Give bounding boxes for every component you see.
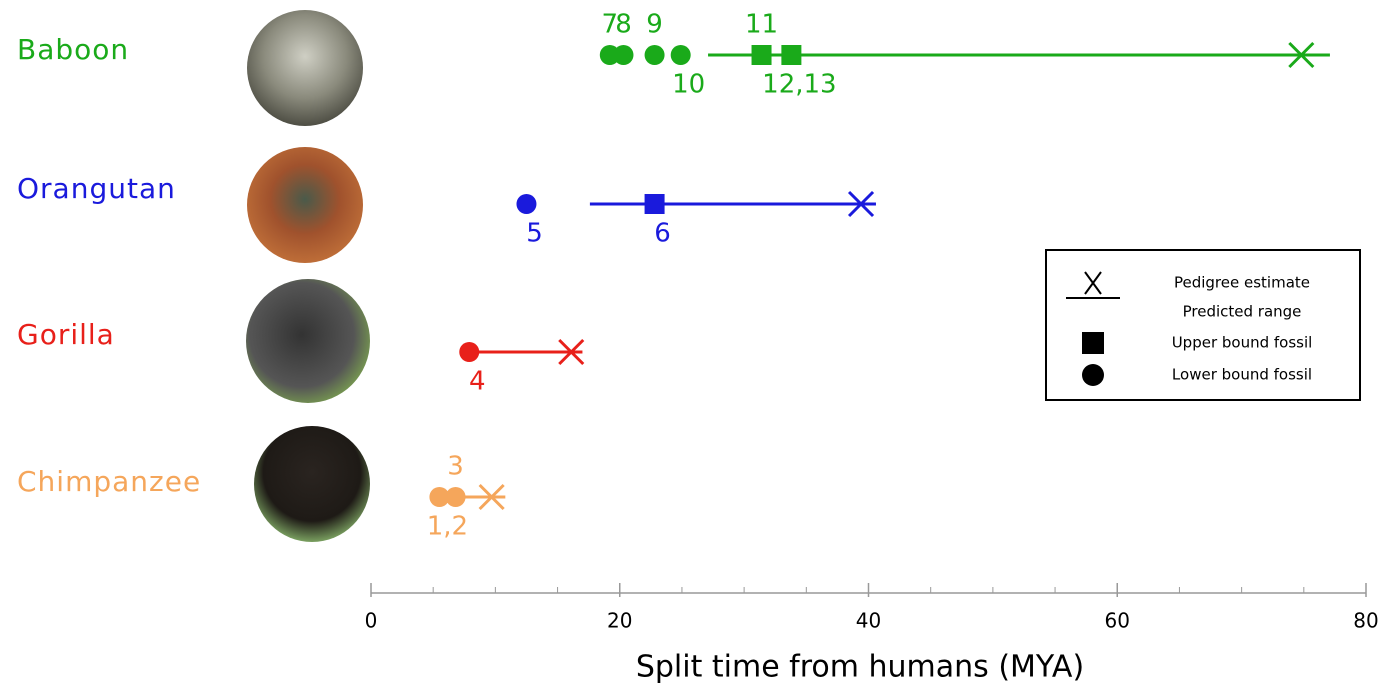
species-label: Orangutan	[17, 172, 176, 205]
species-label: Chimpanzee	[17, 465, 201, 498]
lower-bound-fossil	[645, 45, 665, 65]
fossil-label: 4	[469, 367, 486, 397]
fossil-label: 9	[646, 10, 663, 40]
legend-symbol	[1082, 332, 1104, 354]
x-tick-label: 60	[1105, 609, 1130, 633]
legend-symbol	[1082, 364, 1104, 386]
x-tick-label: 0	[365, 609, 378, 633]
fossil-label: 1,2	[427, 512, 468, 542]
baboon-photo	[247, 10, 363, 126]
species-label: Gorilla	[17, 318, 115, 351]
legend-label: Predicted range	[1183, 303, 1302, 321]
chimpanzee-photo	[254, 426, 370, 542]
fossil-label: 8	[615, 10, 632, 40]
legend-label: Upper bound fossil	[1172, 334, 1313, 352]
x-tick-label: 20	[607, 609, 632, 633]
fossil-label: 5	[526, 219, 543, 249]
fossil-label: 12,13	[762, 70, 836, 100]
fossil-label: 6	[654, 219, 671, 249]
gorilla-photo	[246, 279, 370, 403]
photos	[246, 10, 370, 542]
lower-bound-fossil	[516, 194, 536, 214]
x-tick-label: 80	[1353, 609, 1378, 633]
species-label: Baboon	[17, 33, 129, 66]
lower-bound-fossil	[446, 487, 466, 507]
fossil-label: 11	[745, 10, 778, 40]
fossil-label: 10	[672, 70, 705, 100]
orangutan-photo	[247, 147, 363, 263]
fossil-label: 3	[447, 452, 464, 482]
x-axis-title: Split time from humans (MYA)	[636, 650, 1084, 685]
legend-label: Lower bound fossil	[1172, 366, 1312, 384]
upper-bound-fossil	[645, 194, 665, 214]
lower-bound-fossil	[671, 45, 691, 65]
chart: Split time from humans (MYA) 0 20 40 60 80 Ba…	[0, 0, 1389, 693]
upper-bound-fossil	[781, 45, 801, 65]
lower-bound-fossil	[459, 342, 479, 362]
legend-label: Pedigree estimate	[1174, 274, 1310, 292]
upper-bound-fossil	[752, 45, 772, 65]
x-tick-label: 40	[856, 609, 881, 633]
lower-bound-fossil	[613, 45, 633, 65]
